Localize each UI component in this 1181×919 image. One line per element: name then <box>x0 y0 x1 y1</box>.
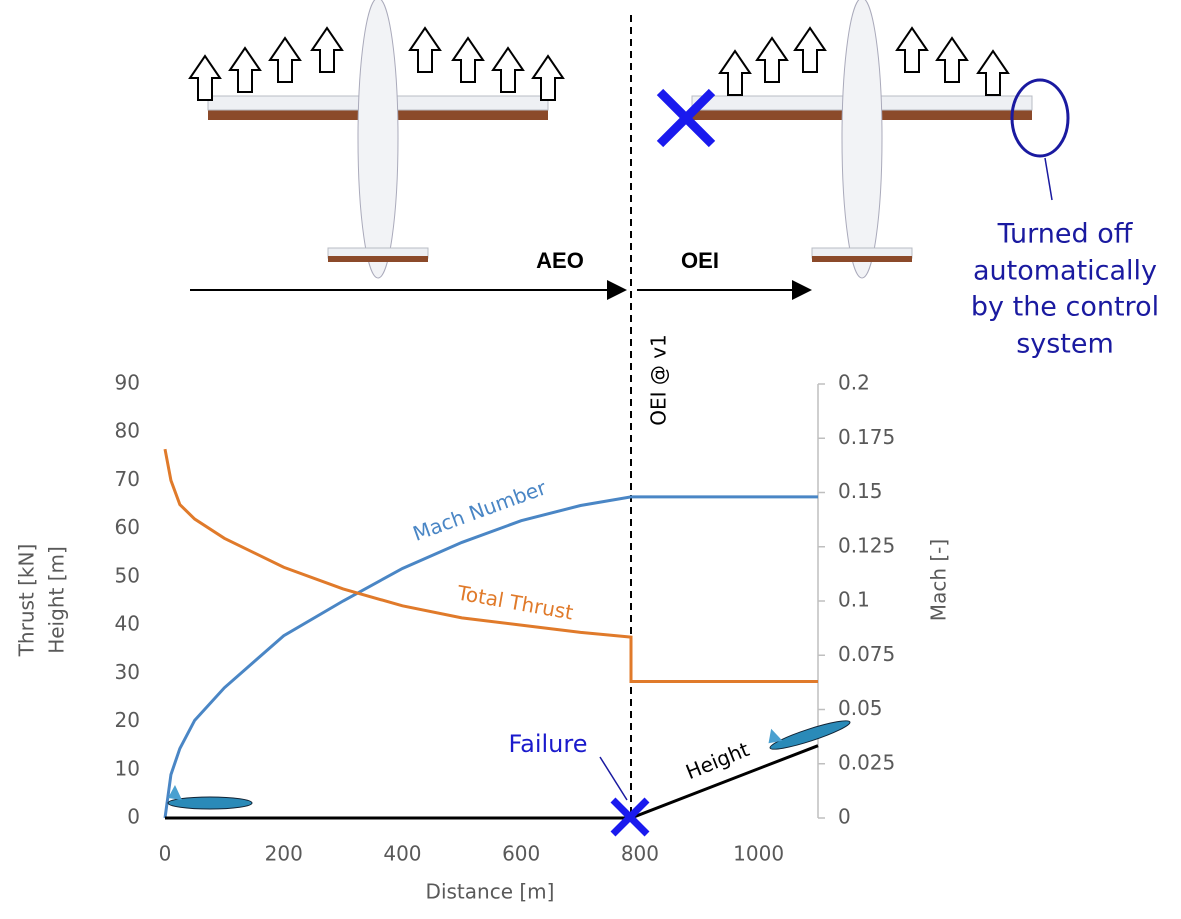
x-tick-label: 600 <box>502 842 540 866</box>
x-tick-label: 800 <box>621 842 659 866</box>
series-line <box>163 495 818 819</box>
y-tick-label: 50 <box>115 563 140 587</box>
engine-failure-cross <box>656 88 716 148</box>
failure-cross <box>610 797 650 837</box>
y-tick-label: 60 <box>115 515 140 539</box>
leader-line <box>599 756 628 801</box>
leader-line <box>1044 157 1053 201</box>
y2-axis-title: Mach [-] <box>927 539 951 621</box>
x-tick-label: 200 <box>265 842 303 866</box>
y2-tick-label: 0.2 <box>838 371 870 395</box>
y2-tick-label: 0.175 <box>838 425 895 449</box>
aeo-aircraft <box>189 0 564 279</box>
x-tick-label: 0 <box>159 842 172 866</box>
y2-tick-label: 0.125 <box>838 533 895 557</box>
series-line <box>165 744 819 820</box>
failure-label: Failure <box>509 730 588 758</box>
x-tick-label: 400 <box>383 842 421 866</box>
x-tick-label: 1000 <box>733 842 784 866</box>
y-tick-label: 70 <box>115 467 140 491</box>
note-text: automatically <box>973 256 1157 287</box>
y-tick-label: 20 <box>115 708 140 732</box>
y-axis-title: Height [m] <box>45 546 69 654</box>
series-line <box>163 448 818 684</box>
aeo-label: AEO <box>536 248 584 273</box>
y-tick-label: 0 <box>127 805 140 829</box>
y-tick-label: 10 <box>115 756 140 780</box>
y2-tick-label: 0.1 <box>838 588 870 612</box>
y-tick-label: 90 <box>115 371 140 395</box>
v1-label: OEI @ v1 <box>647 334 671 426</box>
y2-tick-label: 0.025 <box>838 750 895 774</box>
y2-tick-label: 0.075 <box>838 642 895 666</box>
note-text: system <box>1016 329 1114 360</box>
y2-tick-label: 0 <box>838 805 851 829</box>
oei-label: OEI <box>681 248 719 273</box>
y2-tick-label: 0.15 <box>838 479 883 503</box>
y-tick-label: 30 <box>115 660 140 684</box>
note-text: Turned off <box>997 219 1134 250</box>
note-text: by the control <box>971 292 1159 323</box>
highlight-ellipse <box>1010 78 1070 158</box>
y2-tick-label: 0.05 <box>838 696 883 720</box>
y-tick-label: 80 <box>115 419 140 443</box>
takeoff-plane <box>167 720 851 810</box>
y-tick-label: 40 <box>115 612 140 636</box>
y-axis-title: Thrust [kN] <box>15 544 39 658</box>
oei-aircraft <box>656 0 1070 279</box>
x-axis-title: Distance [m] <box>426 880 555 904</box>
series-label: Height <box>682 737 752 784</box>
plot: 0 10 20 30 40 50 60 70 80 90 0 0.025 0.05 0.075 0.1 0.1… <box>115 371 896 866</box>
